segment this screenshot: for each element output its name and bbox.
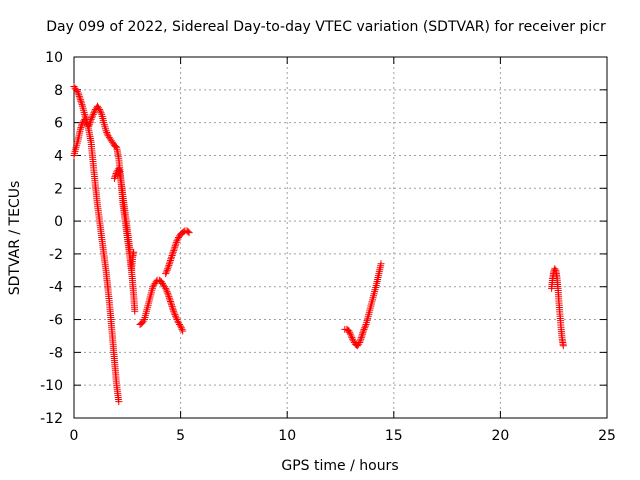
data-point [173,316,181,323]
data-point [346,329,354,337]
x-tick-label: 15 [385,428,403,444]
y-tick-label: 8 [54,83,63,99]
x-tick-label: 10 [278,428,296,444]
data-point [174,235,182,243]
data-point [172,314,180,322]
data-point [173,237,181,245]
data-point [170,309,178,317]
y-tick-label: -4 [49,280,63,296]
data-point [87,117,94,125]
data-point [73,88,81,95]
data-point [355,340,363,348]
data-point [171,243,179,251]
data-point [346,330,354,338]
data-point [162,268,170,276]
data-point [85,122,93,130]
data-point [178,325,186,333]
y-tick-label: -8 [49,345,63,361]
data-point [89,110,97,118]
axis-tick-labels: 0 5 10 15 20 25 -12 -10 -8 -6 -4 -2 0 2 4 6 8 10 [40,50,616,444]
x-tick-label: 20 [491,428,509,444]
y-axis-label: SDTVAR / TECUs [7,181,23,296]
data-point [169,248,177,256]
data-point [130,248,138,256]
data-point [559,342,567,350]
y-tick-label: -6 [49,313,63,329]
data-point [172,312,180,320]
data-point [168,301,175,309]
data-point [348,334,356,342]
data-point [163,288,171,296]
y-tick-label: 10 [45,50,63,66]
chart-title: Day 099 of 2022, Sidereal Day-to-day VTE… [46,19,606,35]
data-point [95,104,102,112]
grid-lines [74,57,607,418]
data-point [169,306,177,314]
data-point [179,327,187,335]
data-point [161,283,169,291]
y-tick-label: 2 [54,181,63,197]
x-tick-label: 5 [176,428,185,444]
y-tick-label: 0 [54,214,63,230]
data-point [168,253,175,261]
data-point [345,327,353,335]
x-tick-label: 0 [70,428,79,444]
data-point [349,335,357,343]
data-point [359,327,367,335]
data-point [166,258,174,266]
data-point [162,270,170,278]
x-axis-label: GPS time / hours [281,458,398,474]
axis-ticks [73,56,608,419]
data-point [90,109,98,117]
data-point [361,324,369,332]
data-point [356,337,364,345]
y-tick-label: -12 [40,411,63,427]
x-tick-label: 25 [598,428,616,444]
data-point [89,112,96,120]
data-point [172,238,180,246]
data-point [77,97,85,105]
data-point [171,311,179,319]
data-point [103,129,111,136]
data-point [174,317,182,325]
data-point [75,92,83,100]
data-point [377,260,385,268]
data-point [88,114,96,122]
data-point [347,332,355,340]
data-point [87,115,95,123]
plot-frame [73,56,608,419]
data-point [176,321,183,328]
data-point [96,107,104,115]
data-point [162,284,170,292]
data-point [361,322,369,330]
data-point [166,296,174,304]
data-point [177,324,185,332]
data-point [360,325,368,333]
data-point [96,106,104,113]
data-point [177,322,185,330]
data-point [139,317,147,325]
data-point [164,291,172,299]
data-point [77,124,85,132]
y-tick-label: -2 [49,247,63,263]
data-point [358,332,366,340]
data-point [184,228,192,236]
y-tick-label: 6 [54,116,63,132]
y-tick-label: 4 [54,148,63,164]
data-point [185,229,193,237]
data-point [131,307,139,315]
data-point [551,265,559,273]
data-point [97,109,105,117]
y-tick-label: -10 [40,378,63,394]
data-markers [70,83,567,406]
data-point [115,398,123,406]
data-point [164,263,172,271]
data-point [102,127,110,135]
data-point [163,266,171,274]
data-point [103,130,111,138]
data-point [162,286,170,294]
data-point [111,173,119,181]
